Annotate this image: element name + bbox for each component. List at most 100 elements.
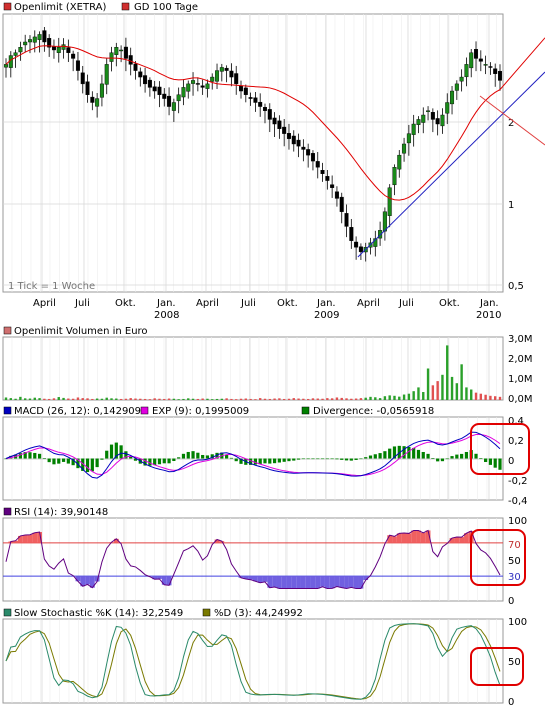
macd-divergence-bar bbox=[344, 458, 349, 461]
legend-label-rsi: RSI (14): 39,90148 bbox=[14, 507, 108, 518]
stoch-panel-frame bbox=[2, 618, 504, 704]
tick-note: 1 Tick = 1 Woche bbox=[8, 281, 95, 292]
macd-divergence-bar bbox=[325, 458, 329, 460]
x-year-label: 2009 bbox=[314, 310, 339, 321]
x-month-label: Juli bbox=[74, 298, 90, 309]
candle-body bbox=[349, 227, 354, 241]
volume-bar bbox=[340, 397, 343, 400]
candle-body bbox=[239, 85, 244, 92]
macd-divergence-bar bbox=[167, 458, 171, 464]
candle-body bbox=[272, 117, 277, 125]
rsi-overbought-fill bbox=[32, 532, 38, 543]
macd-divergence-bar bbox=[57, 458, 61, 464]
candle-body bbox=[286, 133, 291, 139]
volume-bar bbox=[350, 398, 353, 400]
volume-bar bbox=[158, 398, 161, 400]
macd-divergence-bar bbox=[474, 453, 478, 459]
volume-bar bbox=[33, 397, 36, 400]
rsi-tick: 70 bbox=[508, 540, 521, 551]
candle-body bbox=[498, 70, 503, 81]
volume-bar bbox=[172, 398, 176, 400]
macd-divergence-bar bbox=[311, 458, 315, 460]
macd-divergence-bar bbox=[129, 456, 133, 459]
volume-bar bbox=[129, 398, 132, 400]
x-month-label: Juli bbox=[398, 298, 414, 309]
rsi-overbought-fill bbox=[401, 533, 407, 543]
volume-bar bbox=[139, 398, 142, 400]
volume-tick: 0,0M bbox=[508, 394, 533, 405]
legend-swatch-divergence bbox=[301, 406, 310, 415]
candle-body bbox=[387, 187, 392, 216]
candle-body bbox=[354, 241, 359, 248]
macd-divergence-bar bbox=[210, 454, 214, 459]
rsi-oversold-fill bbox=[89, 576, 95, 588]
candle-body bbox=[3, 64, 8, 68]
rsi-overbought-fill bbox=[22, 535, 28, 543]
candle-body bbox=[71, 53, 76, 59]
candle-body bbox=[474, 49, 479, 59]
candle-body bbox=[435, 118, 440, 125]
candle-body bbox=[181, 87, 186, 98]
candle-body bbox=[51, 46, 56, 51]
candle-body bbox=[37, 34, 42, 40]
volume-bar bbox=[134, 398, 137, 400]
candle-body bbox=[200, 85, 205, 88]
candle-body bbox=[114, 47, 119, 55]
candle-body bbox=[61, 44, 66, 50]
macd-divergence-bar bbox=[368, 455, 373, 459]
rsi-oversold-fill bbox=[344, 576, 349, 589]
macd-divergence-bar bbox=[498, 458, 502, 470]
x-month-label: Juli bbox=[240, 298, 256, 309]
macd-divergence-bar bbox=[359, 458, 363, 460]
candle-body bbox=[219, 67, 224, 72]
legend-label-divergence: Divergence: -0,0565918 bbox=[313, 406, 434, 417]
candle-body bbox=[406, 133, 411, 144]
volume-bar bbox=[455, 383, 459, 400]
macd-divergence-bar bbox=[484, 458, 488, 463]
volume-bar bbox=[23, 398, 27, 400]
candle-body bbox=[147, 79, 152, 88]
macd-divergence-bar bbox=[42, 458, 46, 459]
volume-bar bbox=[95, 398, 99, 400]
candle-body bbox=[157, 86, 162, 95]
rsi-overbought-fill bbox=[392, 536, 397, 543]
price-legend: Openlimit (XETRA) GD 100 Tage bbox=[3, 2, 198, 13]
volume-bar bbox=[306, 398, 310, 400]
macd-divergence-bar bbox=[100, 458, 104, 460]
volume-bar bbox=[38, 398, 41, 400]
volume-bar bbox=[292, 398, 295, 400]
candle-body bbox=[397, 154, 402, 170]
volume-bar bbox=[76, 397, 80, 400]
macd-divergence-bar bbox=[340, 458, 344, 460]
rsi-overbought-fill bbox=[214, 539, 220, 543]
legend-swatch-macd bbox=[3, 406, 12, 415]
macd-divergence-bar bbox=[186, 451, 190, 459]
volume-bar bbox=[220, 398, 224, 400]
candle-body bbox=[95, 98, 100, 107]
candle-body bbox=[334, 191, 339, 199]
volume-bar bbox=[278, 398, 281, 400]
macd-divergence-bar bbox=[272, 458, 277, 464]
candle-body bbox=[171, 102, 176, 111]
rsi-oversold-fill bbox=[305, 576, 311, 589]
macd-divergence-bar bbox=[71, 458, 75, 466]
candle-body bbox=[488, 66, 493, 68]
volume-bar bbox=[321, 398, 324, 400]
volume-bar bbox=[470, 389, 473, 400]
candle-body bbox=[85, 81, 90, 95]
rsi-overbought-fill bbox=[416, 530, 421, 543]
candle-body bbox=[248, 97, 253, 99]
volume-bar bbox=[81, 398, 84, 400]
volume-bar bbox=[402, 394, 406, 400]
rsi-oversold-fill bbox=[152, 576, 158, 580]
rsi-line bbox=[5, 529, 501, 590]
macd-divergence-bar bbox=[229, 457, 234, 459]
volume-bar bbox=[167, 398, 171, 400]
macd-divergence-bar bbox=[320, 458, 325, 460]
volume-bar bbox=[374, 397, 377, 400]
candle-body bbox=[282, 126, 287, 134]
candle-body bbox=[90, 96, 95, 103]
volume-bar bbox=[282, 398, 286, 400]
volume-bar bbox=[330, 398, 334, 400]
